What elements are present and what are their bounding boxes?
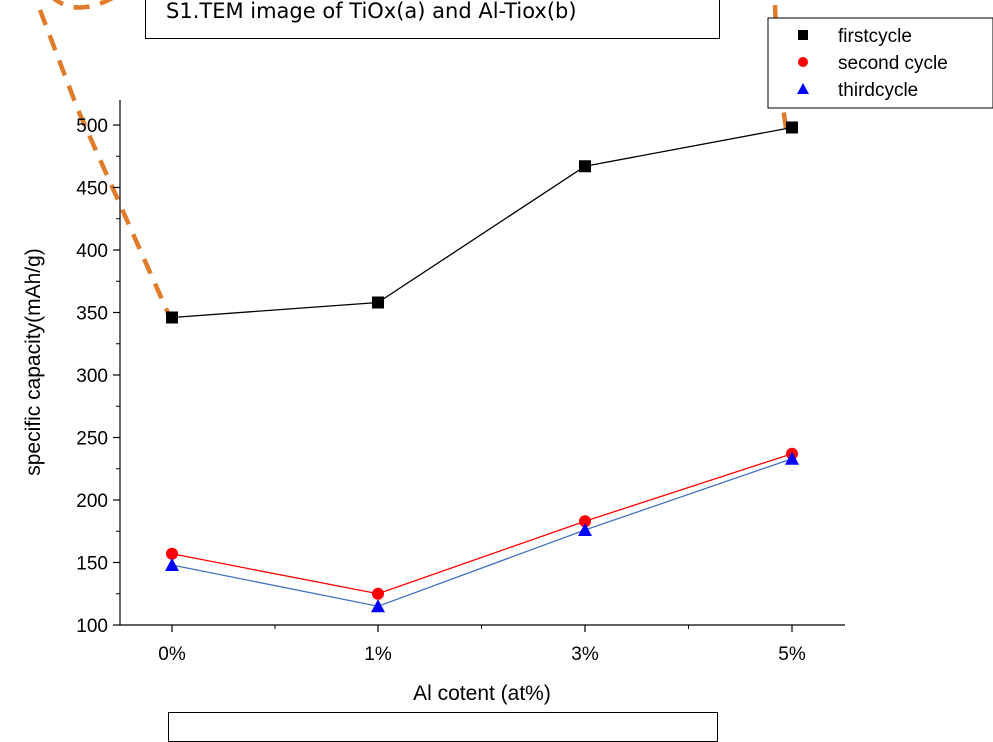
figure-caption-lower-box <box>168 712 718 742</box>
data-point <box>579 160 591 173</box>
figure-caption: S1.TEM image of TiOx(a) and Al-Tiox(b) <box>145 0 720 39</box>
series-line <box>171 453 793 595</box>
x-axis-ticks: 0% 1% 3% 5% <box>158 625 806 665</box>
data-point <box>165 558 179 571</box>
data-point <box>166 311 178 324</box>
series-line <box>171 458 793 607</box>
legend-marker <box>798 57 808 67</box>
series-2 <box>166 447 798 600</box>
legend-item: thirdcycle <box>797 80 918 101</box>
data-point <box>372 587 384 600</box>
y-tick-label: 500 <box>76 116 108 137</box>
y-tick-label: 300 <box>76 366 108 387</box>
legend-item: second cycle <box>798 53 948 74</box>
caption-text: S1.TEM image of TiOx(a) and Al-Tiox(b) <box>166 0 577 23</box>
callout-dashed-line-left <box>37 0 175 323</box>
y-axis-title: specific capacity(mAh/g) <box>22 248 45 476</box>
legend: firstcycle second cycle thirdcycle <box>767 17 993 109</box>
y-tick-label: 200 <box>76 491 108 512</box>
y-tick-label: 100 <box>76 616 108 637</box>
x-tick-label: 0% <box>158 644 186 665</box>
y-tick-label: 400 <box>76 241 108 262</box>
legend-label: thirdcycle <box>838 80 918 101</box>
y-tick-label: 150 <box>76 554 108 575</box>
y-tick-label: 450 <box>76 179 108 200</box>
data-point <box>579 515 591 528</box>
chart-canvas: 100 150 200 250 300 350 400 450 500 0% 1% 3% 5% Al … <box>22 0 993 705</box>
data-point <box>166 547 178 560</box>
series-3 <box>165 451 799 613</box>
legend-marker <box>798 30 808 40</box>
legend-label: second cycle <box>838 53 948 74</box>
series-line <box>171 126 793 319</box>
data-point <box>786 121 798 134</box>
data-point <box>578 523 592 536</box>
legend-item: firstcycle <box>798 26 912 47</box>
x-axis-title: Al cotent (at%) <box>413 682 551 705</box>
legend-marker <box>797 83 809 94</box>
x-tick-label: 1% <box>364 644 392 665</box>
y-tick-label: 350 <box>76 304 108 325</box>
y-axis-ticks: 100 150 200 250 300 350 400 450 500 <box>76 116 120 637</box>
y-tick-label: 250 <box>76 429 108 450</box>
series-1 <box>166 121 798 324</box>
data-point <box>785 451 799 465</box>
legend-label: firstcycle <box>838 26 912 47</box>
data-point <box>371 599 385 613</box>
series-layer <box>165 121 799 613</box>
x-tick-label: 3% <box>571 644 599 665</box>
data-point <box>372 296 384 309</box>
x-tick-label: 5% <box>778 644 806 665</box>
